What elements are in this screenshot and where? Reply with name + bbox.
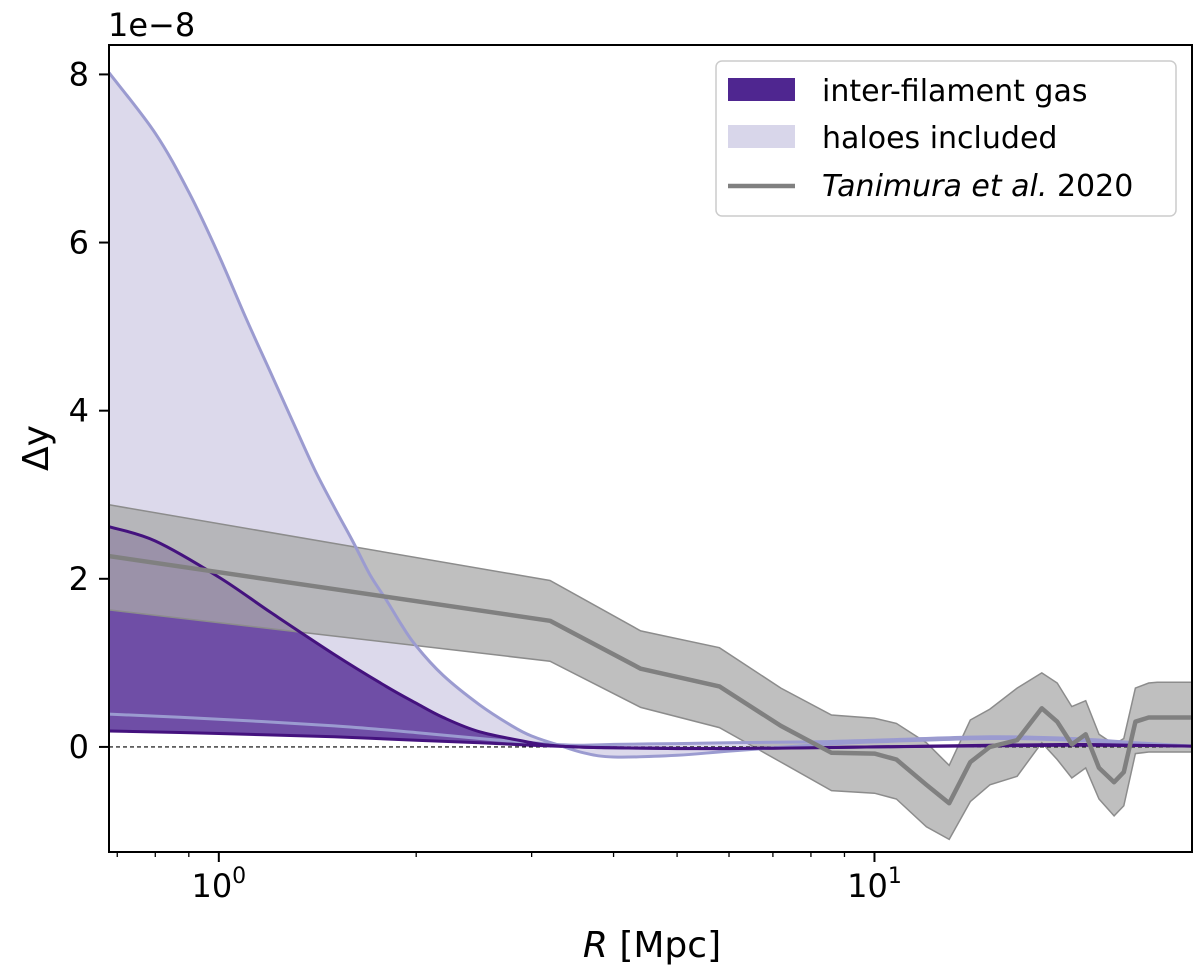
- x-tick-label: 100: [191, 864, 246, 905]
- legend-inter-filament-label: inter-filament gas: [822, 74, 1087, 109]
- legend-frame: [715, 60, 1177, 217]
- y-offset-label: 1e−8: [108, 6, 195, 44]
- y-tick-label: 0: [69, 728, 89, 766]
- y-tick-label: 2: [69, 560, 89, 598]
- y-axis-label: Δy: [16, 425, 57, 471]
- legend: inter-filament gas haloes included Tanim…: [715, 60, 1177, 217]
- legend-haloes-label: haloes included: [822, 121, 1057, 156]
- x-axis: 100 101: [116, 852, 902, 905]
- y-tick-label: 6: [69, 224, 89, 262]
- inter-filament-upper-line: [109, 525, 1192, 751]
- y-tick-label: 4: [69, 392, 89, 430]
- legend-haloes-patch: [728, 125, 795, 148]
- legend-tanimura-label: Tanimura et al. 2020: [822, 169, 1133, 204]
- y-axis: 0 2 4 6 8: [69, 55, 109, 766]
- tanimura-line: [109, 553, 1192, 806]
- legend-inter-filament-patch: [728, 78, 795, 101]
- plot-frame: [108, 44, 1193, 853]
- y-tick-label: 8: [69, 55, 89, 93]
- haloes-upper-line: [109, 71, 1192, 759]
- x-tick-label: 101: [847, 864, 902, 905]
- plot-area: [109, 71, 1192, 841]
- x-axis-label: R [Mpc]: [583, 925, 721, 966]
- inter-filament-band: [109, 526, 1192, 749]
